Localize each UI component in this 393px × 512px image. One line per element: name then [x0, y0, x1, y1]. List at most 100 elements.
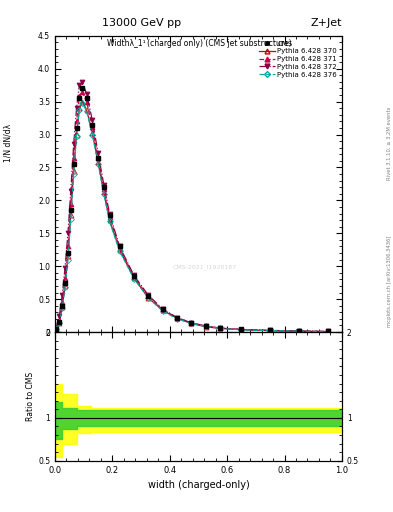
Pythia 6.428 370 — [77, 105, 82, 111]
CMS — [74, 125, 79, 131]
Pythia 6.428 371 — [239, 327, 244, 333]
Pythia 6.428 372 — [84, 91, 89, 97]
Pythia 6.428 371 — [66, 243, 70, 249]
Pythia 6.428 371 — [84, 99, 89, 105]
Pythia 6.428 372 — [218, 325, 222, 331]
Pythia 6.428 370 — [80, 99, 84, 105]
Text: Z+Jet: Z+Jet — [310, 18, 342, 28]
Pythia 6.428 370 — [63, 283, 68, 289]
Pythia 6.428 376 — [74, 133, 79, 139]
Line: Pythia 6.428 370: Pythia 6.428 370 — [54, 99, 330, 334]
CMS — [63, 280, 68, 286]
Pythia 6.428 372 — [66, 230, 70, 237]
Pythia 6.428 372 — [90, 117, 95, 123]
Pythia 6.428 372 — [189, 319, 194, 326]
Pythia 6.428 370 — [54, 326, 59, 332]
Pythia 6.428 371 — [90, 123, 95, 130]
Pythia 6.428 372 — [57, 313, 62, 319]
CMS — [203, 323, 208, 329]
Pythia 6.428 370 — [117, 247, 122, 253]
Pythia 6.428 370 — [325, 329, 330, 335]
Pythia 6.428 370 — [60, 304, 64, 310]
Line: CMS: CMS — [54, 86, 330, 334]
Pythia 6.428 376 — [268, 328, 273, 334]
Pythia 6.428 372 — [71, 141, 76, 147]
Pythia 6.428 372 — [74, 105, 79, 111]
Pythia 6.428 370 — [107, 217, 112, 223]
Pythia 6.428 372 — [117, 243, 122, 249]
X-axis label: width (charged-only): width (charged-only) — [148, 480, 249, 490]
CMS — [54, 326, 59, 332]
Pythia 6.428 376 — [146, 295, 151, 301]
Pythia 6.428 372 — [325, 328, 330, 334]
Pythia 6.428 372 — [68, 187, 73, 194]
Pythia 6.428 372 — [297, 328, 301, 334]
Pythia 6.428 371 — [71, 155, 76, 161]
Pythia 6.428 370 — [189, 321, 194, 327]
Pythia 6.428 372 — [239, 327, 244, 333]
Pythia 6.428 372 — [268, 327, 273, 333]
Pythia 6.428 376 — [132, 275, 136, 282]
Pythia 6.428 370 — [160, 307, 165, 313]
Pythia 6.428 371 — [60, 300, 64, 306]
Pythia 6.428 370 — [90, 130, 95, 136]
Pythia 6.428 372 — [54, 324, 59, 330]
Text: mcplots.cern.ch [arXiv:1306.3436]: mcplots.cern.ch [arXiv:1306.3436] — [387, 236, 392, 327]
Pythia 6.428 371 — [68, 201, 73, 207]
Pythia 6.428 370 — [132, 275, 136, 281]
Text: Widthλ_1¹ (charged only) (CMS jet substructure): Widthλ_1¹ (charged only) (CMS jet substr… — [107, 39, 291, 48]
Pythia 6.428 370 — [268, 328, 273, 334]
CMS — [117, 243, 122, 249]
CMS — [68, 207, 73, 214]
CMS — [325, 328, 330, 334]
Line: Pythia 6.428 371: Pythia 6.428 371 — [54, 90, 330, 334]
Pythia 6.428 370 — [297, 328, 301, 334]
Pythia 6.428 371 — [63, 275, 68, 281]
CMS — [57, 319, 62, 325]
Pythia 6.428 372 — [77, 82, 82, 88]
Pythia 6.428 376 — [325, 329, 330, 335]
Text: 13000 GeV pp: 13000 GeV pp — [102, 18, 181, 28]
CMS — [80, 86, 84, 92]
Pythia 6.428 371 — [74, 118, 79, 124]
CMS — [77, 95, 82, 101]
Pythia 6.428 376 — [96, 160, 101, 166]
CMS — [297, 328, 301, 334]
Pythia 6.428 376 — [174, 316, 179, 322]
Pythia 6.428 376 — [101, 191, 106, 197]
Pythia 6.428 372 — [80, 79, 84, 85]
Pythia 6.428 376 — [239, 327, 244, 333]
CMS — [268, 327, 273, 333]
Pythia 6.428 376 — [107, 219, 112, 225]
Pythia 6.428 376 — [71, 171, 76, 177]
Pythia 6.428 376 — [68, 216, 73, 222]
Y-axis label: Ratio to CMS: Ratio to CMS — [26, 372, 35, 421]
Pythia 6.428 372 — [107, 210, 112, 217]
Pythia 6.428 376 — [77, 106, 82, 113]
Pythia 6.428 371 — [189, 319, 194, 326]
Pythia 6.428 371 — [218, 325, 222, 331]
CMS — [189, 319, 194, 326]
Pythia 6.428 372 — [174, 314, 179, 321]
Pythia 6.428 371 — [203, 323, 208, 329]
CMS — [218, 325, 222, 331]
Pythia 6.428 376 — [297, 328, 301, 334]
Pythia 6.428 372 — [96, 150, 101, 156]
Pythia 6.428 370 — [71, 168, 76, 174]
Pythia 6.428 371 — [57, 317, 62, 323]
Pythia 6.428 371 — [107, 214, 112, 220]
Pythia 6.428 370 — [66, 253, 70, 260]
CMS — [96, 155, 101, 161]
Pythia 6.428 370 — [174, 315, 179, 321]
Pythia 6.428 370 — [57, 319, 62, 326]
Pythia 6.428 376 — [189, 321, 194, 327]
Pythia 6.428 376 — [54, 326, 59, 332]
Pythia 6.428 371 — [101, 185, 106, 191]
CMS — [60, 303, 64, 309]
Pythia 6.428 370 — [203, 324, 208, 330]
Pythia 6.428 370 — [101, 189, 106, 196]
CMS — [132, 273, 136, 279]
Pythia 6.428 371 — [160, 307, 165, 313]
Pythia 6.428 371 — [146, 293, 151, 300]
Pythia 6.428 370 — [96, 159, 101, 165]
